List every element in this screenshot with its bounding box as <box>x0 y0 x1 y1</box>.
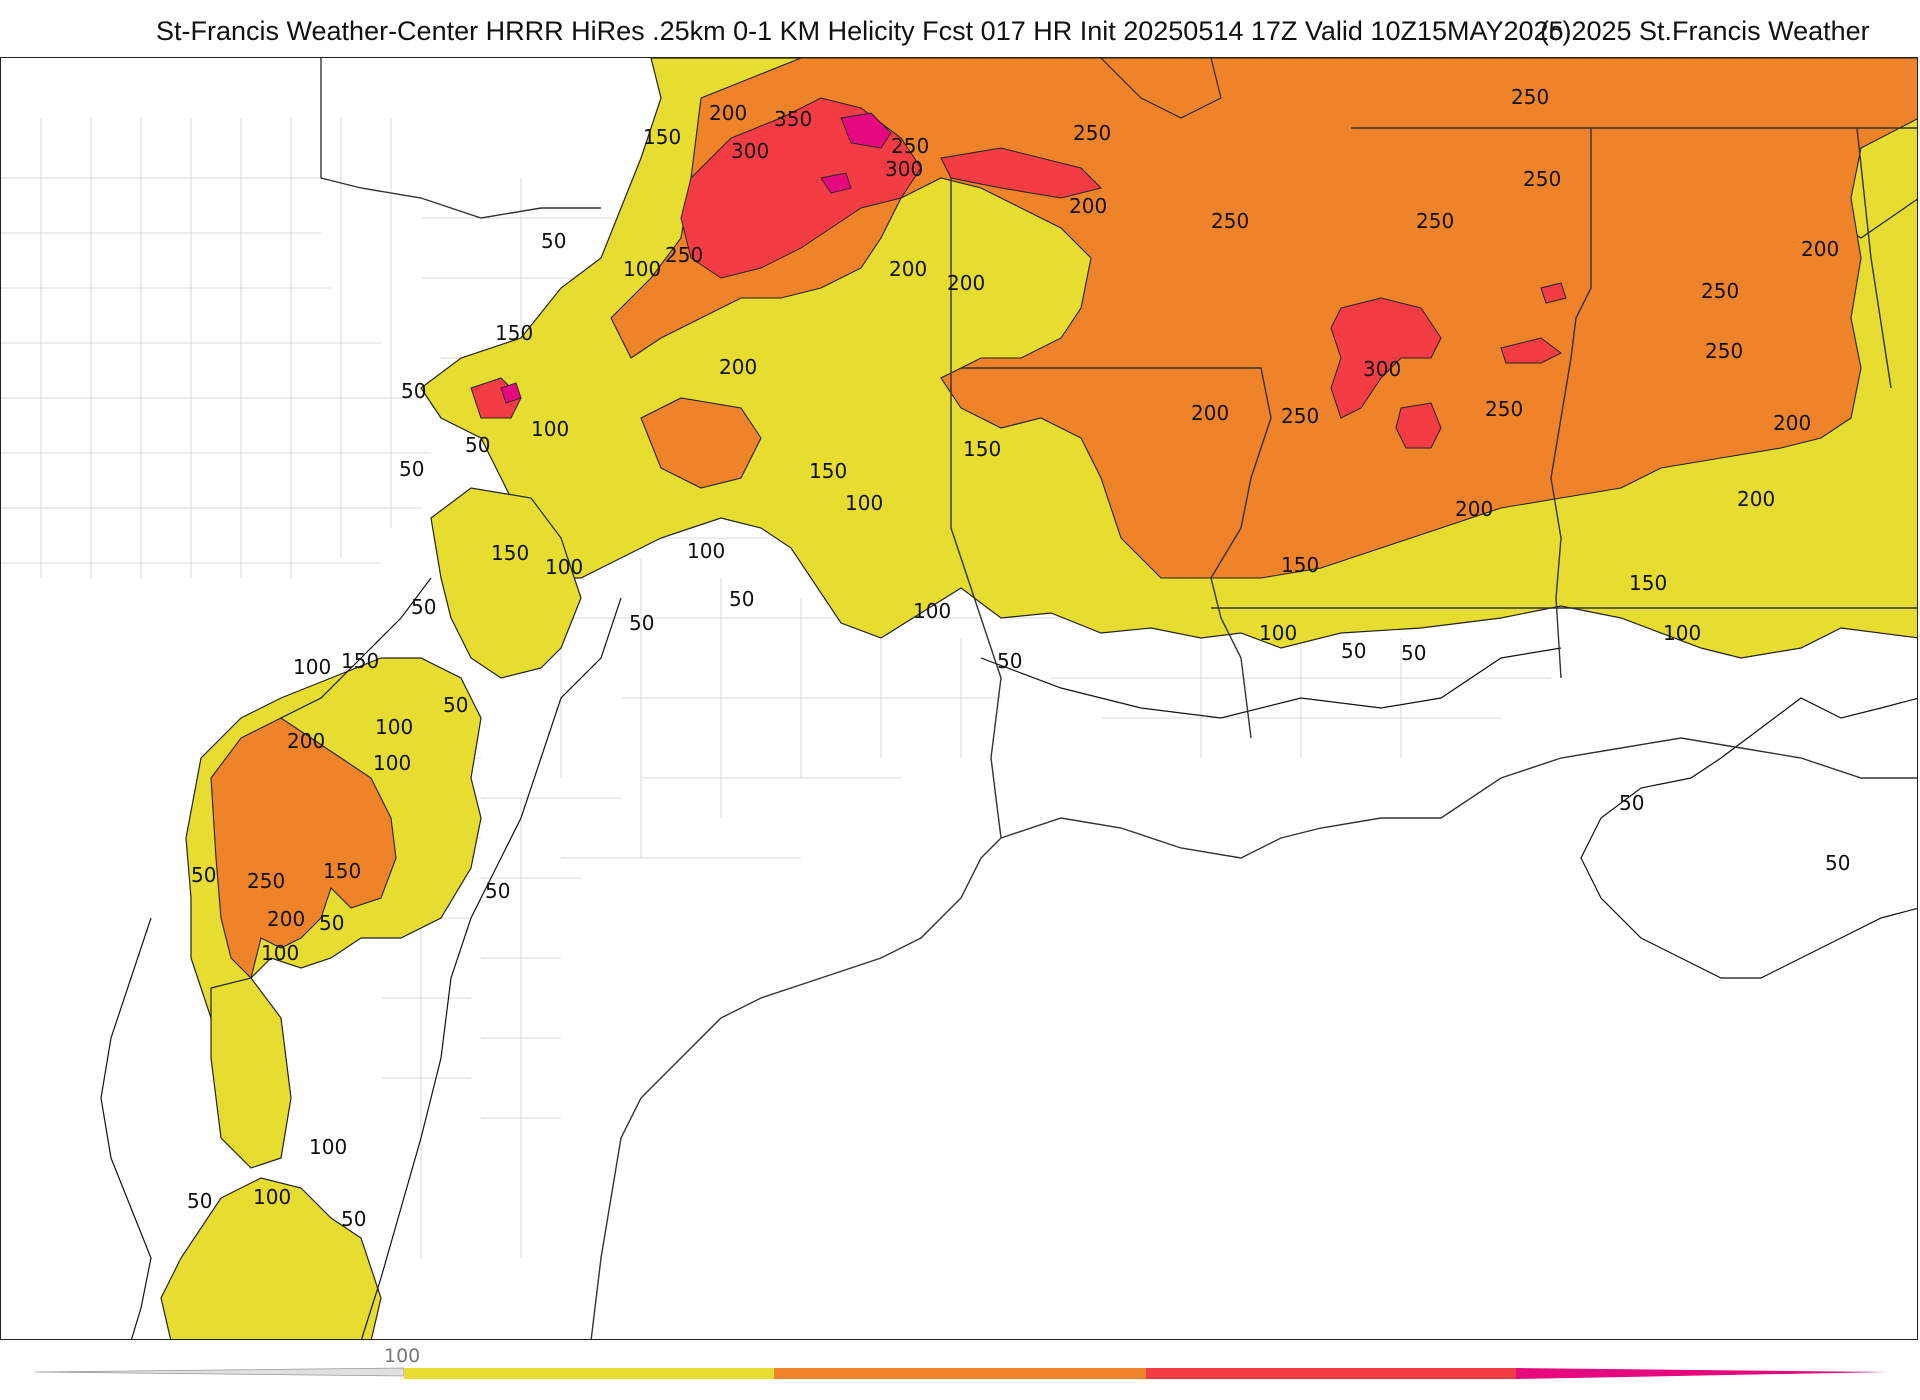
contour-label: 50 <box>187 1189 212 1213</box>
contour-label: 250 <box>1281 404 1319 428</box>
legend-bar <box>34 1367 1888 1379</box>
contour-label: 250 <box>665 243 703 267</box>
contour-label: 50 <box>629 611 654 635</box>
contour-label: 200 <box>709 101 747 125</box>
contour-label: 50 <box>341 1207 366 1231</box>
contour-label: 250 <box>1701 279 1739 303</box>
copyright-notice: (c)2025 St.Francis Weather <box>1540 16 1870 46</box>
helicity-fill-300 <box>470 97 1567 449</box>
legend-tick-label: 100 <box>384 1345 421 1367</box>
helicity-map: 150 200 350 300 250 300 250 250 200 250 … <box>0 57 1918 1340</box>
contour-label: 150 <box>323 859 361 883</box>
contour-label: 200 <box>1773 411 1811 435</box>
contour-label: 50 <box>319 911 344 935</box>
contour-label: 100 <box>293 655 331 679</box>
contour-label: 50 <box>1619 791 1644 815</box>
contour-label: 50 <box>1341 639 1366 663</box>
contour-label: 150 <box>809 459 847 483</box>
map-canvas: 150 200 350 300 250 300 250 250 200 250 … <box>1 58 1917 1339</box>
contour-label: 200 <box>267 907 305 931</box>
contour-label: 350 <box>774 107 812 131</box>
map-title-bar: St-Francis Weather-Center HRRR HiRes .25… <box>0 16 1920 52</box>
contour-label: 100 <box>545 555 583 579</box>
contour-label: 100 <box>623 257 661 281</box>
contour-label: 200 <box>1737 487 1775 511</box>
contour-label: 200 <box>1191 401 1229 425</box>
contour-label: 300 <box>731 139 769 163</box>
contour-label: 100 <box>1259 621 1297 645</box>
contour-label: 150 <box>495 321 533 345</box>
contour-label: 50 <box>729 587 754 611</box>
contour-label: 150 <box>963 437 1001 461</box>
contour-label: 150 <box>491 541 529 565</box>
contour-label: 250 <box>1073 121 1111 145</box>
state-borders <box>320 58 1917 1339</box>
contour-label: 50 <box>411 595 436 619</box>
contour-label: 200 <box>1801 237 1839 261</box>
contour-label: 150 <box>341 649 379 673</box>
map-title: St-Francis Weather-Center HRRR HiRes .25… <box>156 16 1564 46</box>
legend-swatch-400 <box>1516 1368 1888 1379</box>
contour-label: 50 <box>191 863 216 887</box>
contour-label: 200 <box>947 271 985 295</box>
contour-labels: 150 200 350 300 250 300 250 250 200 250 … <box>187 85 1850 1231</box>
contour-label: 200 <box>1455 497 1493 521</box>
contour-label: 250 <box>1705 339 1743 363</box>
contour-label: 50 <box>541 229 566 253</box>
contour-label: 100 <box>253 1185 291 1209</box>
legend-swatch-100 <box>404 1368 774 1379</box>
contour-label: 250 <box>247 869 285 893</box>
contour-label: 200 <box>719 355 757 379</box>
contour-label: 200 <box>889 257 927 281</box>
contour-label: 100 <box>373 751 411 775</box>
legend-swatch-200 <box>774 1368 1146 1379</box>
contour-label: 250 <box>1523 167 1561 191</box>
helicity-fill-400 <box>500 112 892 404</box>
contour-label: 250 <box>1485 397 1523 421</box>
contour-label: 100 <box>531 417 569 441</box>
contour-label: 100 <box>261 941 299 965</box>
contour-label: 150 <box>1629 571 1667 595</box>
contour-label: 50 <box>485 879 510 903</box>
contour-label: 150 <box>1281 553 1319 577</box>
contour-label: 250 <box>1211 209 1249 233</box>
contour-label: 100 <box>687 539 725 563</box>
contour-label: 50 <box>443 693 468 717</box>
contour-label: 250 <box>1416 209 1454 233</box>
contour-label: 50 <box>997 649 1022 673</box>
contour-label: 200 <box>1069 194 1107 218</box>
contour-label: 50 <box>465 433 490 457</box>
contour-label: 50 <box>1825 851 1850 875</box>
helicity-contour-50 <box>100 577 1917 1339</box>
contour-label: 300 <box>885 157 923 181</box>
contour-label: 250 <box>891 134 929 158</box>
contour-label: 100 <box>913 599 951 623</box>
contour-label: 250 <box>1511 85 1549 109</box>
contour-label: 100 <box>309 1135 347 1159</box>
contour-label: 100 <box>1663 621 1701 645</box>
legend-swatch-300 <box>1146 1368 1516 1379</box>
contour-label: 50 <box>399 457 424 481</box>
contour-label: 300 <box>1363 357 1401 381</box>
contour-label: 100 <box>375 715 413 739</box>
contour-label: 50 <box>401 379 426 403</box>
county-lines <box>1 118 1551 1258</box>
contour-label: 200 <box>287 729 325 753</box>
color-legend: 100 <box>0 1340 1920 1400</box>
contour-label: 150 <box>643 125 681 149</box>
contour-label: 100 <box>845 491 883 515</box>
contour-label: 50 <box>1401 641 1426 665</box>
